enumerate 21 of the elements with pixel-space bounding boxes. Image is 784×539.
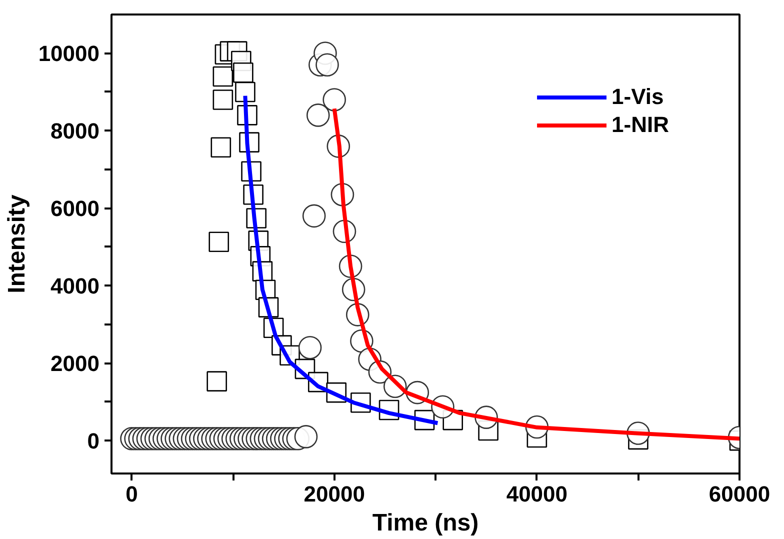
x-tick-label: 60000 <box>708 482 770 506</box>
point <box>212 66 234 87</box>
y-tick-label: 10000 <box>38 41 100 66</box>
point <box>206 371 227 392</box>
y-tick-label: 2000 <box>50 351 100 376</box>
y-tick-label: 8000 <box>50 118 100 144</box>
legend-label: 1-NIR <box>612 112 669 138</box>
point <box>208 232 230 252</box>
point <box>212 90 234 110</box>
x-axis-title: Time (ns) <box>372 510 479 536</box>
x-tick-label: 40000 <box>506 482 568 506</box>
y-axis-title: Intensity <box>3 194 30 294</box>
y-tick-label: 4000 <box>50 274 100 299</box>
y-tick-label: 0 <box>87 428 100 454</box>
x-tick-label: 20000 <box>304 482 365 506</box>
x-tick-label: 0 <box>126 482 138 506</box>
y-tick-label: 6000 <box>50 196 100 222</box>
point <box>233 62 254 83</box>
point <box>235 82 256 102</box>
point <box>210 137 232 158</box>
legend-label: 1-Vis <box>612 84 664 110</box>
